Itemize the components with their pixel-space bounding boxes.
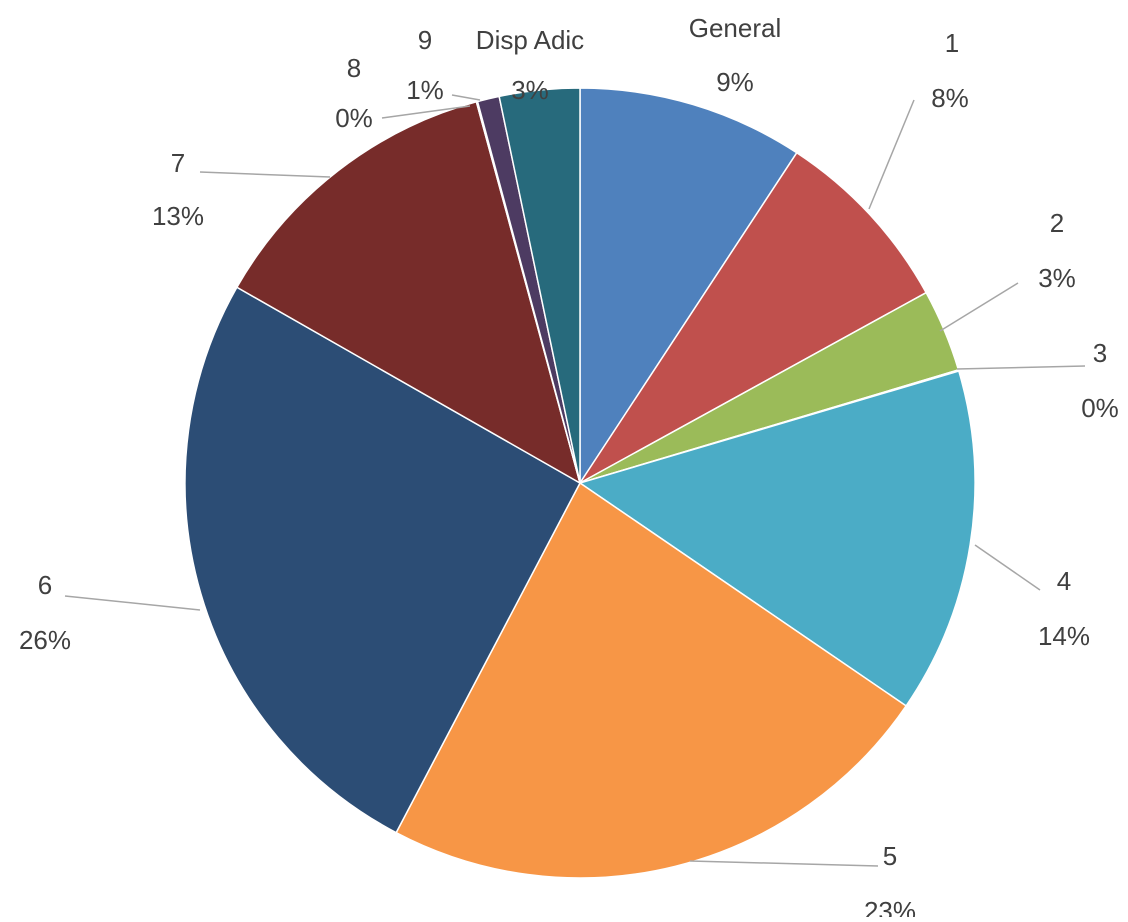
data-labels-layer: General9%18%23%30%414%523%626%713%80%91%… <box>19 13 1119 922</box>
slice-label-3: 3 <box>1093 338 1107 368</box>
slice-percent-9: 1% <box>406 75 444 105</box>
slice-label-7: 7 <box>171 148 185 178</box>
slice-percent-4: 14% <box>1038 621 1090 651</box>
slice-percent-7: 13% <box>152 201 204 231</box>
slice-label-general: General <box>689 13 782 43</box>
leader-line-4 <box>974 544 1041 591</box>
slice-percent-5: 23% <box>864 896 916 917</box>
leader-line-3 <box>956 365 1086 370</box>
slice-label-1: 1 <box>945 28 959 58</box>
slice-label-4: 4 <box>1057 566 1071 596</box>
pie-slice-7 <box>235 100 582 485</box>
slice-label-8: 8 <box>347 53 361 83</box>
slice-label-2: 2 <box>1050 208 1064 238</box>
leader-line-7 <box>199 171 331 178</box>
slice-label-9: 9 <box>418 25 432 55</box>
slice-percent-general: 9% <box>716 67 754 97</box>
slice-percent-6: 26% <box>19 625 71 655</box>
pie-slice-disp-adic <box>498 87 581 484</box>
slice-percent-2: 3% <box>1038 263 1076 293</box>
leader-line-1 <box>868 99 915 210</box>
slice-percent-3: 0% <box>1081 393 1119 423</box>
pie-slice-1 <box>579 151 928 484</box>
slices-layer <box>184 87 976 879</box>
slice-label-5: 5 <box>883 841 897 871</box>
pie-slice-4 <box>578 370 976 707</box>
leader-line-5 <box>689 860 879 867</box>
leader-line-2 <box>939 282 1019 332</box>
leader-lines-layer <box>64 94 1086 867</box>
pie-slice-6 <box>184 286 582 834</box>
pie-slice-5 <box>395 481 908 879</box>
leader-line-6 <box>64 595 201 611</box>
slice-percent-disp-adic: 3% <box>511 75 549 105</box>
slice-percent-8: 0% <box>335 103 373 133</box>
slice-percent-1: 8% <box>931 83 969 113</box>
leader-line-8 <box>381 105 471 119</box>
leader-line-9 <box>451 94 481 101</box>
pie-slice-general <box>579 87 798 486</box>
slice-label-6: 6 <box>38 570 52 600</box>
slice-label-disp-adic: Disp Adic <box>476 25 584 55</box>
